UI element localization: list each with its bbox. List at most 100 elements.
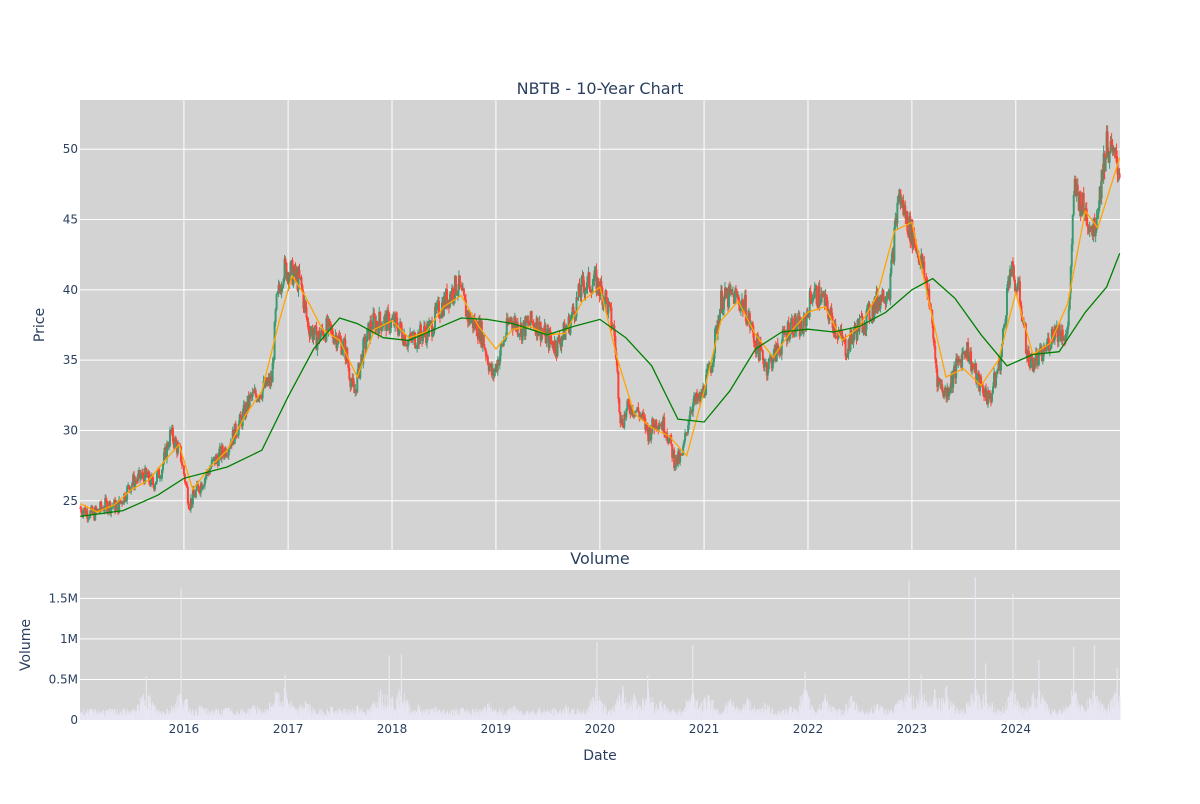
volume-bar — [552, 708, 554, 720]
volume-bar — [684, 707, 686, 720]
volume-bar — [614, 705, 616, 720]
volume-bar — [732, 706, 734, 720]
volume-bar — [783, 709, 785, 720]
volume-bar — [327, 708, 328, 720]
volume-bar — [616, 699, 618, 720]
volume-bar — [1065, 710, 1066, 720]
volume-bar — [1060, 710, 1062, 720]
volume-bar — [91, 711, 93, 720]
volume-bar — [798, 706, 800, 720]
volume-bar — [1106, 715, 1107, 720]
candle-body-down — [572, 306, 575, 312]
volume-bar — [854, 701, 856, 720]
volume-bar — [484, 706, 486, 720]
volume-bar — [820, 709, 822, 720]
volume-bar — [608, 709, 610, 720]
candle-body-down — [301, 285, 304, 292]
volume-bar — [907, 701, 909, 720]
volume-bar — [760, 708, 762, 720]
candle-body-up — [796, 317, 799, 328]
candle-body-down — [462, 288, 465, 296]
volume-bar — [504, 714, 506, 720]
volume-bar — [468, 711, 470, 720]
volume-bar — [109, 708, 110, 720]
volume-bar — [1108, 703, 1110, 720]
candle-body-down — [761, 350, 764, 361]
volume-bar — [353, 713, 355, 720]
candle-body-down — [1116, 162, 1119, 175]
volume-bar — [288, 703, 290, 720]
volume-bar — [136, 713, 138, 720]
volume-bar — [540, 713, 541, 720]
volume-bar — [891, 710, 893, 720]
volume-bar — [229, 708, 230, 720]
candle-body-down — [621, 418, 624, 427]
volume-bar — [815, 713, 816, 720]
volume-bar — [519, 713, 520, 720]
candle-body-up — [545, 332, 548, 344]
candle-body-down — [179, 446, 182, 462]
candle-body-up — [160, 469, 163, 478]
volume-bar — [506, 715, 508, 720]
candle-body-up — [1108, 153, 1111, 163]
candle-body-down — [284, 258, 287, 263]
volume-bar — [378, 703, 380, 720]
volume-bar — [1097, 710, 1099, 720]
volume-bar — [475, 708, 477, 720]
price-y-tick-label: 40 — [63, 283, 78, 297]
volume-bar — [610, 715, 611, 720]
volume-bar — [988, 710, 989, 720]
volume-bar — [1005, 709, 1007, 720]
volume-bar — [1003, 712, 1005, 720]
volume-bar — [803, 689, 805, 720]
volume-bar — [895, 704, 897, 720]
volume-bar — [204, 709, 205, 720]
candle-body-up — [561, 335, 564, 341]
volume-bar — [780, 711, 782, 720]
volume-bar — [700, 704, 701, 720]
volume-bar — [550, 709, 552, 720]
volume-bar — [271, 706, 273, 720]
volume-bar — [939, 709, 941, 720]
volume-bar — [374, 704, 376, 720]
volume-bar — [702, 699, 704, 720]
volume-bar — [320, 708, 322, 720]
volume-bar — [1098, 701, 1099, 720]
volume-bar — [872, 713, 873, 720]
volume-bar — [680, 711, 681, 720]
candle-body-down — [1076, 184, 1079, 194]
volume-bar — [470, 714, 472, 720]
volume-bar — [295, 708, 297, 720]
candle-body-up — [952, 373, 955, 388]
volume-bar — [278, 706, 279, 720]
candle-body-up — [165, 443, 168, 459]
candle-body-down — [136, 480, 139, 482]
volume-bar — [476, 711, 478, 720]
candle-body-up — [780, 341, 783, 355]
volume-bar — [398, 691, 400, 720]
volume-bar — [984, 706, 985, 720]
candle-body-up — [1008, 269, 1011, 286]
candle-body-down — [314, 325, 317, 327]
volume-bar — [1032, 703, 1033, 720]
volume-bar — [130, 711, 131, 720]
candle-body-down — [975, 363, 978, 383]
candle-body-down — [1030, 353, 1033, 358]
volume-bar — [440, 710, 442, 720]
volume-bar — [942, 710, 943, 720]
candle-body-up — [350, 382, 353, 387]
volume-bar — [524, 711, 526, 720]
volume-bar — [719, 712, 721, 720]
volume-bar — [413, 714, 414, 720]
volume-bar — [742, 707, 744, 720]
volume-bar — [1006, 710, 1008, 720]
candle-body-down — [180, 461, 183, 466]
volume-bar — [503, 715, 504, 720]
volume-bar — [696, 709, 698, 720]
volume-bar — [1036, 707, 1038, 720]
candle-body-up — [107, 509, 110, 513]
volume-bar — [1062, 713, 1064, 720]
volume-bar — [1054, 711, 1056, 720]
volume-bar — [262, 710, 264, 720]
candle-body-down — [226, 455, 229, 457]
